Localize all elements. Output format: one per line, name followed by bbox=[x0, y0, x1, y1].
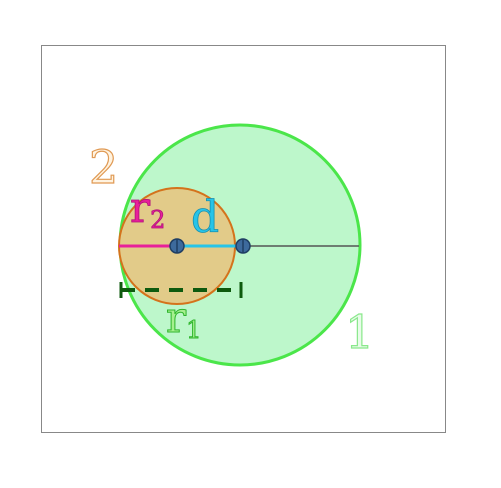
frame bbox=[41, 45, 446, 433]
radius-2-subscript: 2 bbox=[150, 206, 165, 234]
distance-label: d bbox=[191, 192, 219, 243]
center-point-1 bbox=[235, 238, 251, 254]
radius-1-subscript: 1 bbox=[186, 316, 201, 344]
center-point-2 bbox=[169, 238, 185, 254]
radius-1-label: r1 bbox=[166, 293, 201, 344]
radius-2-label: r2 bbox=[130, 183, 165, 234]
circle-1-label: 1 bbox=[345, 305, 374, 359]
circle-2-label: 2 bbox=[89, 140, 118, 194]
